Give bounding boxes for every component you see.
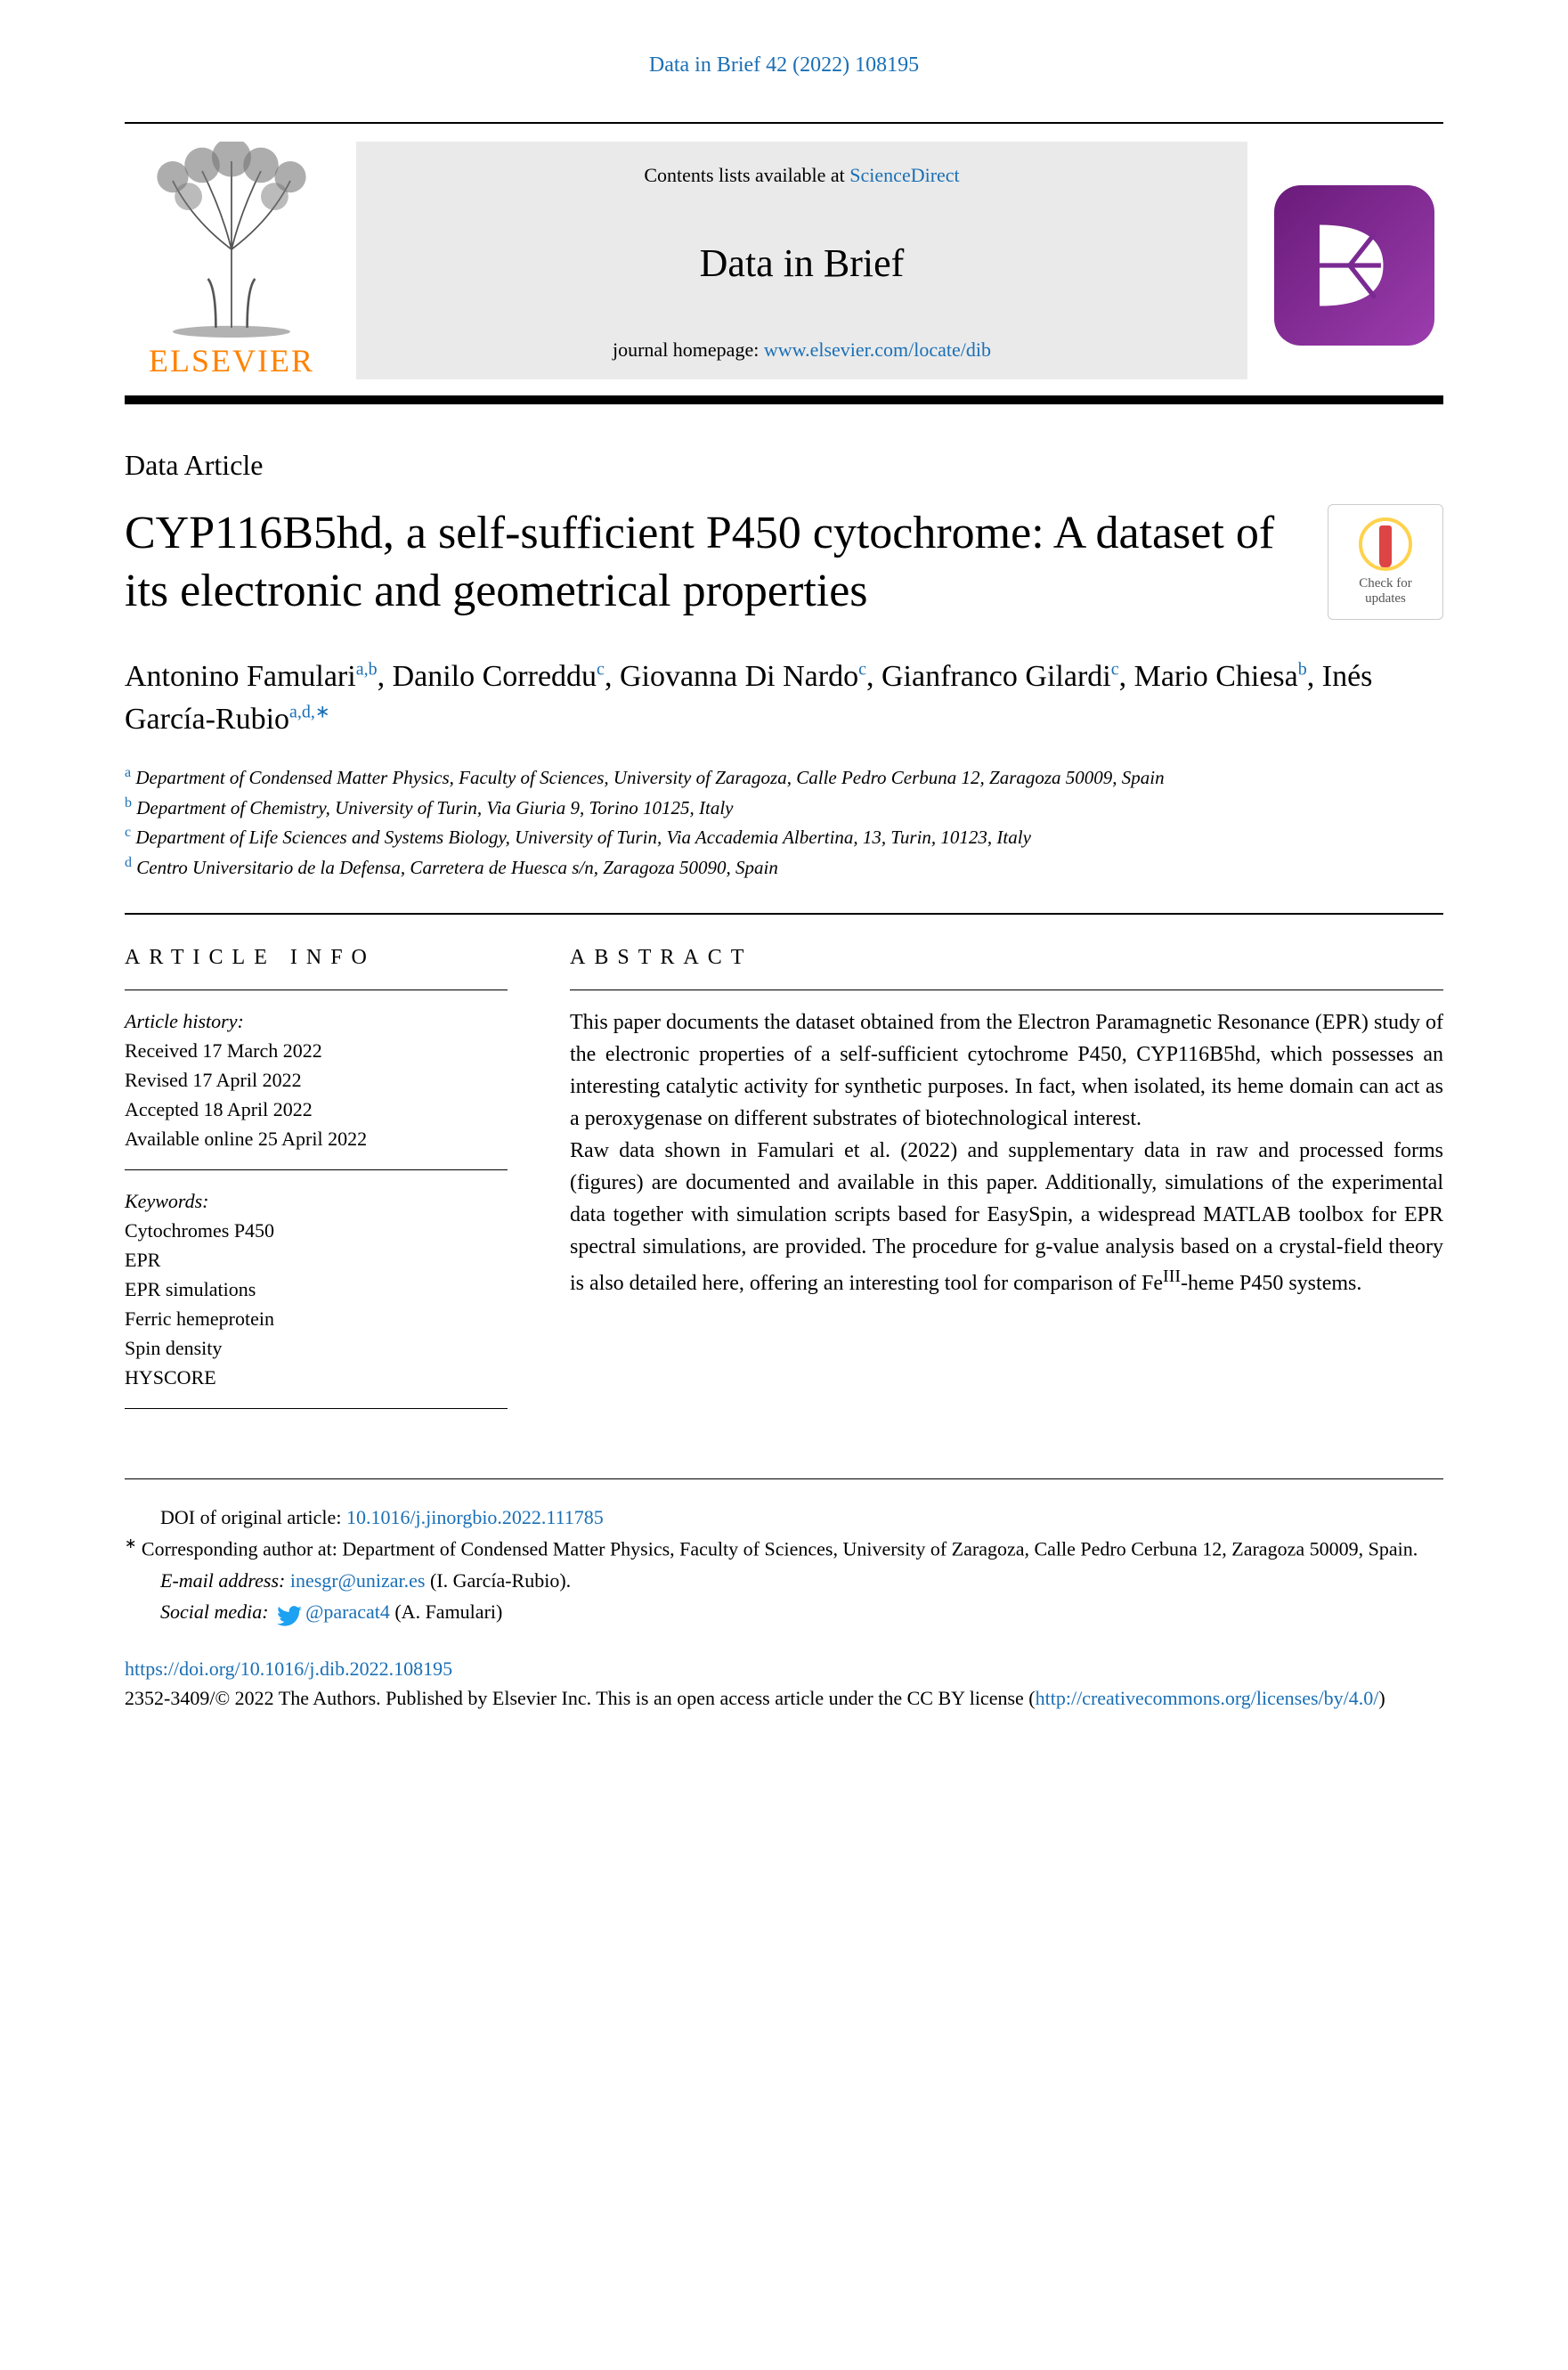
- elsevier-logo: ELSEVIER: [125, 124, 356, 388]
- footer-block: DOI of original article: 10.1016/j.jinor…: [125, 1478, 1443, 1627]
- crossmark-badge[interactable]: Check for updates: [1328, 504, 1443, 620]
- keyword-item: Spin density: [125, 1333, 508, 1363]
- abstract-paragraph: This paper documents the dataset obtaine…: [570, 1006, 1443, 1135]
- dib-logo-icon: [1274, 185, 1434, 346]
- keyword-item: HYSCORE: [125, 1363, 508, 1392]
- email-link[interactable]: inesgr@unizar.es: [290, 1569, 426, 1592]
- author-affs: c: [597, 660, 605, 680]
- original-doi-link[interactable]: 10.1016/j.jinorgbio.2022.111785: [346, 1506, 604, 1528]
- section-divider: [125, 913, 1443, 915]
- author-affs: c: [858, 660, 866, 680]
- keyword-item: Ferric hemeprotein: [125, 1304, 508, 1333]
- affiliation: d Centro Universitario de la Defensa, Ca…: [125, 852, 1443, 883]
- social-person: (A. Famulari): [390, 1600, 502, 1623]
- authors-list: Antonino Famularia,b, Danilo Corredduc, …: [125, 656, 1443, 740]
- doi-label: DOI of original article:: [160, 1506, 346, 1528]
- twitter-icon: [277, 1604, 302, 1624]
- abstract-paragraph: Raw data shown in Famulari et al. (2022)…: [570, 1135, 1443, 1299]
- homepage-line: journal homepage: www.elsevier.com/locat…: [383, 338, 1221, 362]
- cc-license-link[interactable]: http://creativecommons.org/licenses/by/4…: [1036, 1687, 1379, 1709]
- license-text: 2352-3409/© 2022 The Authors. Published …: [125, 1687, 1036, 1709]
- info-divider: [125, 1169, 508, 1170]
- corresponding-author: Corresponding author at: Department of C…: [136, 1538, 1418, 1560]
- history-item: Available online 25 April 2022: [125, 1124, 508, 1153]
- license-close: ): [1378, 1687, 1385, 1709]
- license-block: https://doi.org/10.1016/j.dib.2022.10819…: [125, 1654, 1443, 1713]
- info-divider: [125, 1408, 508, 1409]
- author-name: Mario Chiesa: [1134, 660, 1298, 693]
- article-info-heading: article info: [125, 946, 508, 970]
- affiliations-list: a Department of Condensed Matter Physics…: [125, 762, 1443, 882]
- homepage-link[interactable]: www.elsevier.com/locate/dib: [764, 338, 991, 361]
- article-doi-link[interactable]: https://doi.org/10.1016/j.dib.2022.10819…: [125, 1657, 452, 1680]
- keywords-label: Keywords:: [125, 1186, 508, 1216]
- journal-name: Data in Brief: [383, 240, 1221, 286]
- author-name: Giovanna Di Nardo: [620, 660, 858, 693]
- keyword-item: Cytochromes P450: [125, 1216, 508, 1245]
- elsevier-wordmark: ELSEVIER: [149, 342, 314, 379]
- social-label: Social media:: [160, 1600, 273, 1623]
- author-affs: a,d,∗: [289, 702, 330, 721]
- keywords-list: Cytochromes P450EPREPR simulationsFerric…: [125, 1216, 508, 1392]
- dib-logo: [1265, 124, 1443, 388]
- corr-marker: ∗: [125, 1536, 136, 1551]
- twitter-handle-link[interactable]: @paracat4: [305, 1600, 390, 1623]
- history-item: Revised 17 April 2022: [125, 1065, 508, 1095]
- author-affs: c: [1111, 660, 1119, 680]
- affiliation: c Department of Life Sciences and System…: [125, 822, 1443, 852]
- journal-header: ELSEVIER Contents lists available at Sci…: [125, 122, 1443, 388]
- abstract-column: abstract This paper documents the datase…: [570, 946, 1443, 1425]
- crossmark-text2: updates: [1365, 591, 1406, 607]
- crossmark-icon: [1359, 517, 1412, 571]
- article-info-column: article info Article history: Received 1…: [125, 946, 508, 1425]
- elsevier-tree-icon: [134, 142, 329, 338]
- history-item: Received 17 March 2022: [125, 1036, 508, 1065]
- author-affs: b: [1298, 660, 1307, 680]
- article-title: CYP116B5hd, a self-sufficient P450 cytoc…: [125, 504, 1301, 620]
- history-label: Article history:: [125, 1006, 508, 1036]
- author-name: Danilo Correddu: [393, 660, 597, 693]
- author-affs: a,b: [356, 660, 378, 680]
- author-name: Antonino Famulari: [125, 660, 356, 693]
- affiliation: a Department of Condensed Matter Physics…: [125, 762, 1443, 793]
- email-label: E-mail address:: [160, 1569, 290, 1592]
- keyword-item: EPR simulations: [125, 1275, 508, 1304]
- abstract-heading: abstract: [570, 946, 1443, 970]
- email-person: (I. García-Rubio).: [425, 1569, 571, 1592]
- contents-prefix: Contents lists available at: [644, 164, 849, 186]
- history-list: Received 17 March 2022Revised 17 April 2…: [125, 1036, 508, 1153]
- homepage-prefix: journal homepage:: [613, 338, 764, 361]
- keyword-item: EPR: [125, 1245, 508, 1275]
- history-item: Accepted 18 April 2022: [125, 1095, 508, 1124]
- affiliation: b Department of Chemistry, University of…: [125, 793, 1443, 823]
- crossmark-text1: Check for: [1359, 576, 1412, 591]
- journal-info-box: Contents lists available at ScienceDirec…: [356, 142, 1247, 379]
- article-type: Data Article: [125, 449, 1443, 482]
- sciencedirect-link[interactable]: ScienceDirect: [849, 164, 959, 186]
- header-divider: [125, 395, 1443, 404]
- author-name: Gianfranco Gilardi: [881, 660, 1111, 693]
- contents-line: Contents lists available at ScienceDirec…: [383, 164, 1221, 187]
- citation-header: Data in Brief 42 (2022) 108195: [125, 53, 1443, 77]
